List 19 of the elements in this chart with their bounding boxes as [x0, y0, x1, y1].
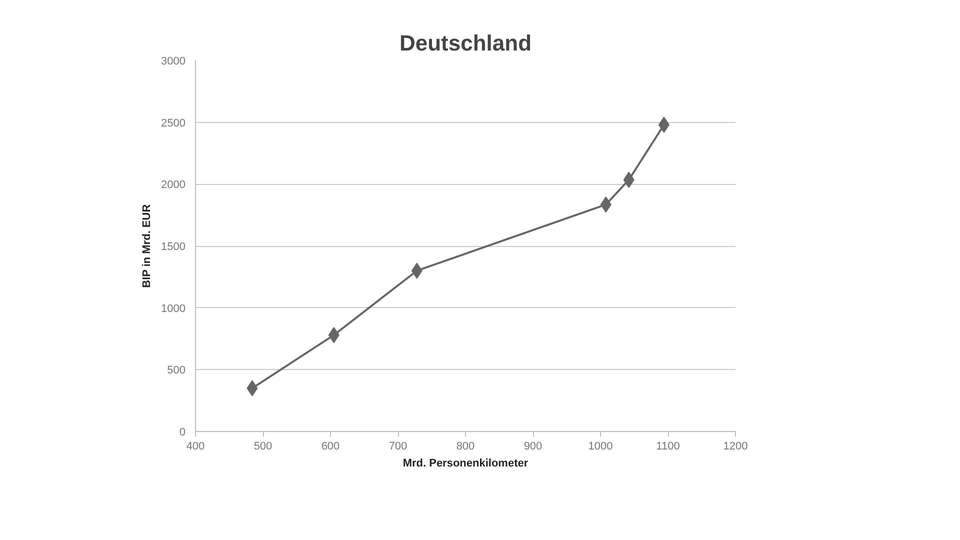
- x-tick-label: 1000: [588, 440, 613, 452]
- y-tick-label: 2500: [161, 117, 186, 130]
- y-tick-label: 2000: [161, 179, 186, 192]
- y-tick-label: 0: [179, 426, 186, 438]
- x-tick-label: 1100: [656, 440, 680, 452]
- y-tick-label: 1500: [161, 241, 186, 253]
- x-tick-label: 1200: [723, 440, 748, 452]
- x-tick-label: 900: [524, 440, 542, 452]
- y-axis-title: BIP in Mrd. EUR: [141, 204, 154, 288]
- y-tick-label: 3000: [161, 56, 186, 68]
- y-tick-label: 1000: [161, 302, 186, 315]
- chart-title: Deutschland: [399, 30, 532, 56]
- x-tick-label: 400: [186, 440, 205, 452]
- x-tick-label: 800: [456, 440, 475, 452]
- x-axis-title: Mrd. Personenkilometer: [402, 458, 529, 470]
- x-tick-label: 700: [388, 440, 408, 452]
- y-tick-label: 500: [167, 364, 186, 377]
- x-tick-label: 500: [254, 440, 272, 452]
- x-tick-label: 600: [321, 440, 340, 452]
